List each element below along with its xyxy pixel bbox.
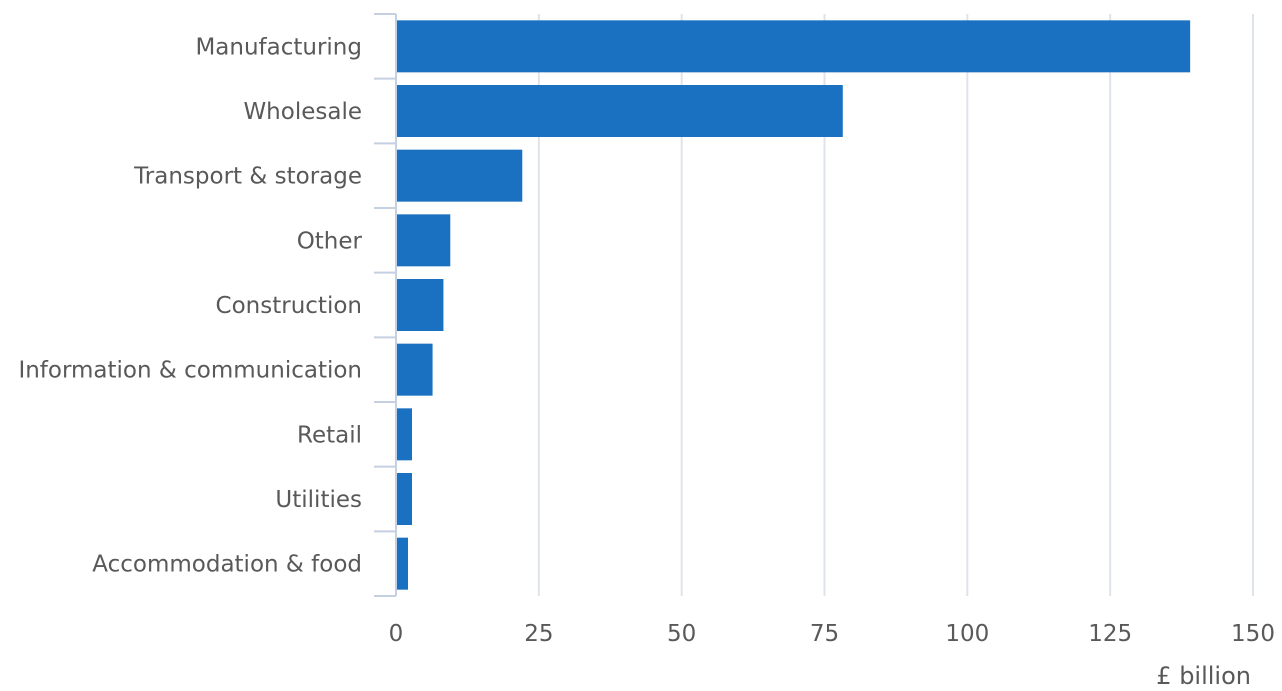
category-label: Transport & storage: [133, 164, 362, 190]
x-tick-labels: 0 25 50 75 100 125 150: [389, 621, 1275, 647]
bar: [396, 85, 843, 137]
category-label: Wholesale: [243, 99, 362, 125]
bar: [396, 408, 412, 461]
x-tick-label: 25: [524, 621, 553, 647]
category-label: Retail: [297, 422, 362, 448]
x-tick-label: 100: [945, 621, 989, 647]
x-axis-title: £ billion: [1156, 662, 1251, 690]
category-label: Information & communication: [18, 358, 362, 384]
bar: [396, 473, 412, 525]
bar: [396, 214, 451, 267]
category-label: Accommodation & food: [92, 552, 362, 578]
bar: [396, 20, 1191, 73]
bar: [396, 279, 444, 331]
category-labels: Manufacturing Wholesale Transport & storag…: [18, 34, 362, 577]
category-label: Construction: [216, 293, 362, 319]
x-tick-label: 50: [667, 621, 696, 647]
category-label: Other: [297, 228, 363, 254]
x-tick-label: 0: [389, 621, 404, 647]
bar: [396, 149, 523, 202]
x-tick-label: 75: [810, 621, 839, 647]
x-tick-label: 125: [1088, 621, 1132, 647]
bars: [396, 20, 1191, 590]
y-axis: [374, 13, 397, 597]
x-tick-label: 150: [1231, 621, 1275, 647]
category-label: Manufacturing: [195, 34, 362, 60]
category-label: Utilities: [275, 487, 362, 513]
bar: [396, 537, 408, 590]
bar: [396, 343, 433, 396]
